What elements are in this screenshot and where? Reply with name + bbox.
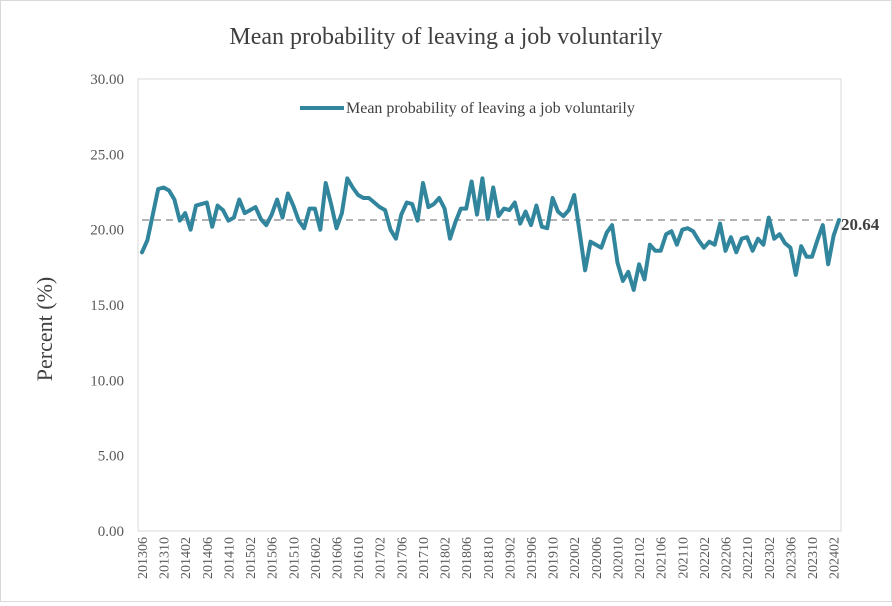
x-tick-label: 201710: [417, 537, 432, 579]
legend-label: Mean probability of leaving a job volunt…: [346, 100, 635, 117]
x-tick-label: 202306: [784, 537, 799, 579]
y-tick-label: 0.00: [98, 524, 124, 540]
x-tick-label: 201706: [395, 537, 410, 579]
x-tick-label: 201410: [222, 537, 237, 579]
x-tick-label: 201802: [439, 537, 454, 579]
x-tick-label: 201702: [374, 537, 389, 579]
x-tick-label: 201402: [179, 537, 194, 579]
y-tick-label: 5.00: [98, 449, 124, 465]
x-tick-label: 202006: [590, 537, 605, 579]
x-tick-label: 201606: [331, 537, 346, 579]
reference-line-label: 20.64: [841, 215, 880, 234]
y-tick-label: 30.00: [90, 72, 124, 88]
x-axis-ticks: 201306 201310 201402 201406 201410 201502 2015…: [136, 537, 843, 579]
x-tick-label: 202102: [633, 537, 648, 579]
x-tick-label: 202402: [828, 537, 843, 579]
x-tick-label: 201810: [482, 537, 497, 579]
y-tick-label: 20.00: [90, 223, 124, 239]
x-tick-label: 201906: [525, 537, 540, 579]
x-tick-label: 202210: [741, 537, 756, 579]
x-tick-label: 201910: [547, 537, 562, 579]
x-tick-label: 201502: [244, 537, 259, 579]
x-tick-label: 201506: [266, 537, 281, 579]
y-axis-ticks: 0.00 5.00 10.00 15.00 20.00 25.00 30.00: [90, 72, 124, 540]
y-tick-label: 10.00: [90, 373, 124, 389]
chart-title: Mean probability of leaving a job volunt…: [229, 24, 662, 50]
x-tick-label: 201610: [352, 537, 367, 579]
x-tick-label: 202002: [568, 537, 583, 579]
x-tick-label: 202206: [720, 537, 735, 579]
x-tick-label: 202106: [655, 537, 670, 579]
x-tick-label: 202202: [698, 537, 713, 579]
x-tick-label: 201406: [201, 537, 216, 579]
x-tick-label: 202010: [611, 537, 626, 579]
x-tick-label: 201902: [503, 537, 518, 579]
y-tick-label: 25.00: [90, 147, 124, 163]
x-tick-label: 201310: [158, 537, 173, 579]
x-tick-label: 201510: [287, 537, 302, 579]
series-line: [140, 176, 841, 292]
x-tick-label: 201602: [309, 537, 324, 579]
x-tick-label: 201306: [136, 537, 151, 579]
x-tick-label: 202302: [763, 537, 778, 579]
y-tick-label: 15.00: [90, 298, 124, 314]
plot-area-border: [137, 78, 842, 532]
x-tick-label: 202110: [676, 537, 691, 578]
y-axis-label: Percent (%): [32, 277, 57, 381]
x-tick-label: 201806: [460, 537, 475, 579]
legend: Mean probability of leaving a job volunt…: [300, 100, 635, 117]
x-tick-label: 202310: [806, 537, 821, 579]
